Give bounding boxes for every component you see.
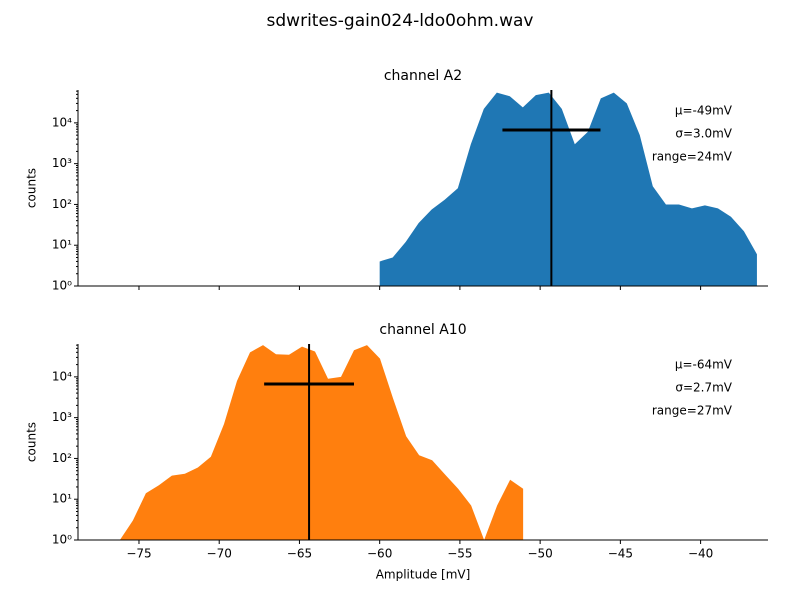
x-tick-label: −40 — [688, 547, 713, 561]
x-tick-label: −55 — [447, 547, 472, 561]
y-tick-label: 10⁰ — [52, 533, 72, 547]
x-tick-label: −65 — [287, 547, 312, 561]
area — [119, 345, 524, 540]
axes-title: channel A10 — [379, 322, 466, 338]
annotation: μ=-49mV — [675, 104, 733, 118]
y-tick-label: 10⁰ — [52, 279, 72, 293]
x-tick-label: −50 — [527, 547, 552, 561]
x-tick-label: −60 — [367, 547, 392, 561]
y-tick-label: 10⁴ — [52, 369, 72, 383]
annotation: range=27mV — [652, 404, 733, 418]
axes-title: channel A2 — [384, 68, 462, 84]
y-tick-label: 10³ — [52, 156, 72, 170]
annotation: σ=2.7mV — [675, 381, 732, 395]
y-axis-label: counts — [25, 168, 39, 208]
y-axis-label: counts — [25, 422, 39, 462]
x-tick-label: −75 — [126, 547, 151, 561]
annotation: range=24mV — [652, 150, 733, 164]
x-tick-label: −45 — [608, 547, 633, 561]
y-tick-label: 10¹ — [52, 238, 72, 252]
figure-title: sdwrites-gain024-ldo0ohm.wav — [267, 11, 534, 31]
x-tick-label: −70 — [207, 547, 232, 561]
y-tick-label: 10³ — [52, 410, 72, 424]
y-tick-label: 10² — [52, 197, 72, 211]
y-tick-label: 10² — [52, 451, 72, 465]
area — [379, 92, 757, 286]
y-tick-label: 10⁴ — [52, 115, 72, 129]
x-axis-label: Amplitude [mV] — [376, 568, 471, 582]
annotation: μ=-64mV — [675, 358, 733, 372]
annotation: σ=3.0mV — [675, 127, 732, 141]
y-tick-label: 10¹ — [52, 492, 72, 506]
